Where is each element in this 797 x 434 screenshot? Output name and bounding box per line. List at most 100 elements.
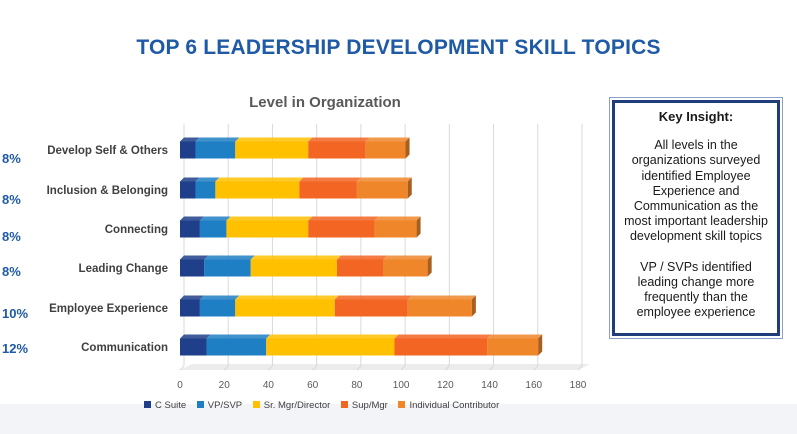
x-tick-label: 140 [481,380,498,391]
bar-segment [199,299,236,317]
x-tick-label: 60 [307,380,319,391]
bar-segment [383,259,428,277]
bar-side [427,255,432,277]
gridline-floor [223,365,229,371]
gridline-floor [577,365,583,371]
x-tick-label: 0 [177,380,183,391]
bar-segment-top [299,177,361,182]
x-tick-label: 120 [437,380,454,391]
percentage-label: 12% [2,341,29,356]
bar-segment [215,181,300,199]
bar-segment [266,338,395,356]
bar-segment [206,338,267,356]
legend-item: C Suite [144,400,186,411]
bar-segment [180,141,196,159]
bar-segment [199,220,227,238]
bar-segment [180,338,207,356]
chart-floor [180,364,590,370]
bar-segment [308,220,375,238]
bar-side [471,295,476,317]
legend-swatch [398,401,406,408]
bar-segment-top [206,334,271,339]
bar-segment-top [383,255,432,260]
bar-segment [365,141,406,159]
bar-segment-top [199,295,240,300]
bar-segment [204,259,251,277]
category-label: Communication [81,342,168,354]
percentage-label: 10% [2,306,29,321]
x-tick-label: 160 [525,380,542,391]
percentage-label: 8% [2,192,21,207]
legend-swatch [340,401,348,408]
bar-segment-top [180,216,204,221]
bar-segment [334,299,408,317]
bar-segment [226,220,309,238]
insight-paragraph-2: VP / SVPs identified leading change more… [636,259,756,320]
bar-segment-top [487,334,543,339]
x-tick-label: 40 [263,380,275,391]
gridline-floor [179,365,185,371]
bar-segment [250,259,337,277]
bar-segment-top [180,137,200,142]
bar-segment [180,259,205,277]
legend-item: Individual Contributor [398,400,499,411]
bar-segment [299,181,357,199]
bar-segment [180,181,196,199]
bar-segment-top [308,137,370,142]
bar-segment-top [180,295,204,300]
footer-band [0,404,797,434]
bar-segment [356,181,408,199]
gridline-floor [312,365,318,371]
gridline-floor [268,365,273,371]
bar-segment-top [180,334,211,339]
legend-item: Sr. Mgr/Director [252,400,331,411]
bar-segment-top [266,334,399,339]
bar-segment [195,141,236,159]
legend-label: Sr. Mgr/Director [263,400,331,411]
bar-segment-top [199,216,231,221]
percentage-label: 8% [2,151,21,166]
bar-segment [180,220,200,238]
bar-segment-top [204,255,255,260]
category-label: Develop Self & Others [47,145,168,157]
bar-segment [394,338,488,356]
legend-swatch [252,401,260,408]
bar-segment-top [407,295,476,300]
bar-segment-top [226,216,313,221]
x-tick-label: 80 [351,380,363,391]
key-insight-box: Key Insight: All levels in the organizat… [612,100,780,336]
bar-segment-top [374,216,421,221]
gridline-floor [356,365,362,371]
bar-side [407,177,412,199]
percentage-label: 8% [2,229,21,244]
chart-legend: C Suite VP/SVP Sr. Mgr/Director Sup/Mgr … [144,400,507,411]
legend-label: Sup/Mgr [351,400,388,411]
bar-segment-top [215,177,304,182]
legend-swatch [144,401,151,408]
bar-segment [407,299,472,317]
bar-segment [195,181,216,199]
gridline-floor [533,365,539,371]
bar-segment-top [235,295,339,300]
bar-segment [487,338,539,356]
legend-label: Individual Contributor [409,400,500,411]
bar-segment-top [195,137,240,142]
chart-title: Level in Organization [249,94,401,111]
bar-segment [180,299,200,317]
bar-segment-top [365,137,410,142]
gridline-floor [444,365,450,371]
bar-segment [336,259,384,277]
x-tick-label: 20 [219,380,231,391]
bar-segment-top [250,255,341,260]
bar-segment-top [180,255,209,260]
percentage-label: 8% [2,264,21,279]
legend-label: C Suite [155,400,187,411]
insight-paragraph-1: All levels in the organizations surveyed… [624,138,768,244]
bar-segment-top [336,255,388,260]
legend-label: VP/SVP [207,400,243,411]
bar-side [405,137,410,159]
x-tick-label: 180 [570,380,587,391]
category-label: Employee Experience [49,303,168,315]
category-label: Leading Change [79,263,168,275]
